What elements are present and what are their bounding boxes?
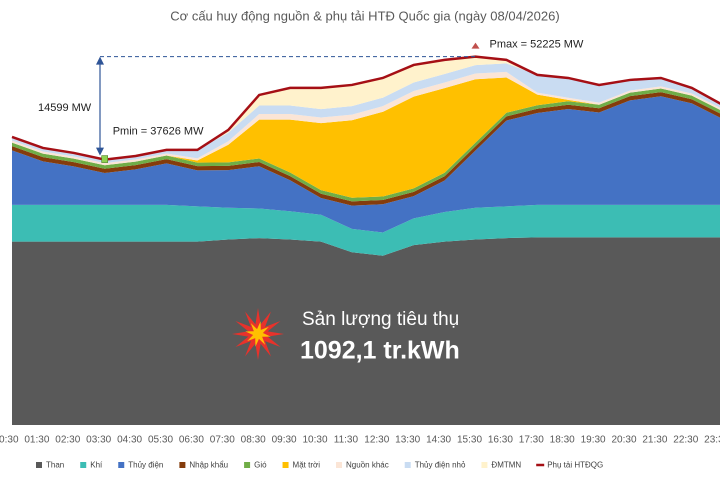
arrow-head bbox=[96, 56, 104, 65]
legend-swatch bbox=[118, 462, 125, 468]
pmin-marker bbox=[101, 155, 108, 163]
arrow-head bbox=[96, 147, 104, 156]
consumption-label: Sản lượng tiêu thụ bbox=[302, 309, 459, 330]
x-tick-label: 17:30 bbox=[519, 435, 544, 446]
x-tick-label: 00:30 bbox=[0, 435, 19, 446]
legend: Than Khí Thủy điện Nhập khẩu Gió Mặt trời Nguồ… bbox=[36, 461, 603, 470]
legend-label: Phụ tải HTĐQG bbox=[547, 461, 603, 470]
area bbox=[12, 204, 720, 256]
legend-label: Nguồn khác bbox=[346, 461, 389, 470]
area bbox=[12, 77, 720, 198]
legend-label: Than bbox=[46, 461, 64, 470]
line bbox=[11, 55, 720, 161]
x-tick-label: 18:30 bbox=[550, 435, 575, 446]
x-tick-label: 23:30 bbox=[704, 435, 720, 446]
x-tick-label: 11:30 bbox=[334, 435, 359, 446]
x-tick-label: 08:30 bbox=[241, 435, 266, 446]
consumption-value: 1092,1 tr.kWh bbox=[300, 337, 460, 365]
x-tick-label: 13:30 bbox=[395, 435, 420, 446]
x-tick-label: 20:30 bbox=[611, 435, 636, 446]
legend-label: ĐMTMN bbox=[491, 461, 521, 470]
overlay: 00:30 01:30 02:30 03:30 04:30 05:30 06:30 07:30… bbox=[0, 39, 720, 446]
legend-label: Thủy điện bbox=[128, 461, 163, 470]
legend-swatch bbox=[244, 462, 251, 468]
x-tick-label: 09:30 bbox=[272, 435, 297, 446]
plot bbox=[0, 30, 720, 425]
diff-label: 14599 MW bbox=[38, 102, 92, 114]
legend-label: Mặt trời bbox=[293, 461, 321, 470]
x-tick-label: 16:30 bbox=[488, 435, 513, 446]
area bbox=[12, 237, 720, 425]
x-tick-label: 15:30 bbox=[457, 435, 482, 446]
x-tick-label: 05:30 bbox=[148, 435, 173, 446]
legend-swatch bbox=[282, 462, 289, 468]
legend-swatch bbox=[404, 462, 411, 468]
legend-label: Thủy điện nhỏ bbox=[415, 461, 466, 470]
x-tick-label: 21:30 bbox=[642, 435, 667, 446]
x-tick-label: 04:30 bbox=[117, 435, 142, 446]
legend-swatch bbox=[36, 462, 42, 468]
legend-label: Khí bbox=[90, 461, 103, 470]
legend-label: Nhập khẩu bbox=[189, 461, 228, 470]
pmax-marker bbox=[471, 42, 480, 49]
x-tick-label: 14:30 bbox=[426, 435, 451, 446]
pmax-label: Pmax = 52225 MW bbox=[490, 39, 584, 51]
x-tick-label: 12:30 bbox=[364, 435, 389, 446]
legend-swatch bbox=[80, 462, 87, 468]
x-tick-label: 10:30 bbox=[302, 435, 327, 446]
legend-swatch bbox=[481, 462, 488, 468]
x-tick-label: 03:30 bbox=[86, 435, 111, 446]
pmin-label: Pmin = 37626 MW bbox=[113, 126, 204, 138]
x-tick-label: 06:30 bbox=[179, 435, 204, 446]
burst-core bbox=[245, 321, 271, 347]
x-tick-label: 01:30 bbox=[24, 435, 49, 446]
x-tick-label: 02:30 bbox=[55, 435, 80, 446]
x-tick-label: 07:30 bbox=[210, 435, 235, 446]
area bbox=[12, 96, 720, 233]
legend-swatch bbox=[179, 462, 186, 468]
x-tick-label: 19:30 bbox=[581, 435, 606, 446]
area bbox=[12, 63, 720, 164]
x-tick-label: 22:30 bbox=[673, 435, 698, 446]
legend-swatch bbox=[336, 462, 343, 468]
chart-title: Cơ cấu huy động nguồn & phụ tải HTĐ Quốc… bbox=[170, 8, 559, 23]
area bbox=[12, 71, 720, 166]
legend-label: Gió bbox=[254, 461, 267, 470]
